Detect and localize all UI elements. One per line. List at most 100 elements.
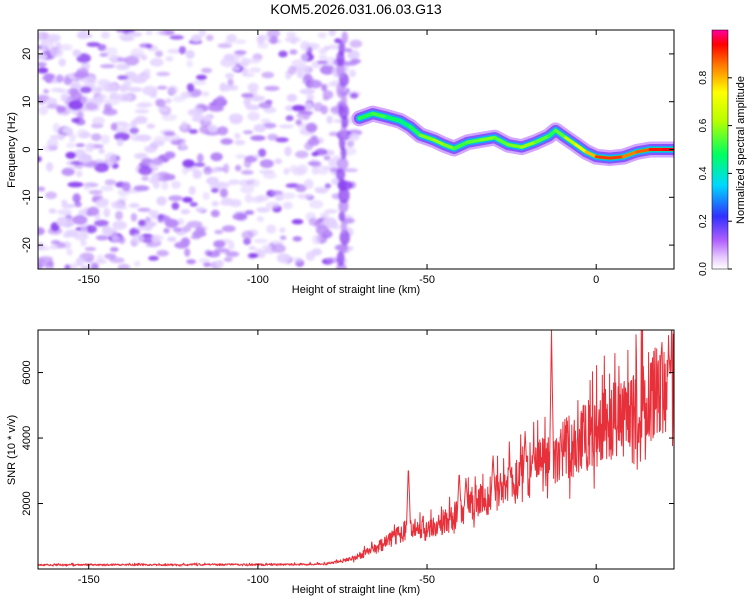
- noise-blob: [76, 53, 91, 64]
- noise-blob: [219, 199, 235, 206]
- colorbar-tick-label: 0.0: [698, 262, 709, 276]
- signal-track-segment: [384, 115, 402, 123]
- spectrogram-panel: -150 -100 -50 0 20 10 0 -10 -20 Height of strai…: [6, 29, 675, 296]
- noise-blob: [178, 46, 187, 55]
- noise-blob: [206, 176, 219, 185]
- noise-blob: [60, 43, 73, 51]
- noise-blob: [256, 207, 271, 213]
- noise-blob: [115, 63, 130, 71]
- signal-track-segment: [574, 143, 588, 154]
- noise-blob: [56, 216, 68, 227]
- noise-blob: [340, 123, 348, 142]
- noise-blob: [64, 264, 71, 269]
- noise-blob: [327, 44, 341, 50]
- noise-blob: [117, 34, 134, 39]
- noise-blob: [250, 135, 266, 141]
- noise-blob: [132, 233, 144, 244]
- noise-blob: [280, 235, 287, 240]
- noise-blob: [69, 165, 77, 170]
- noise-blob: [284, 105, 295, 112]
- x-tick-label: 0: [593, 274, 599, 286]
- noise-blob: [265, 201, 281, 209]
- noise-blob: [92, 116, 105, 125]
- noise-blob: [296, 193, 313, 200]
- noise-blob: [234, 139, 246, 146]
- noise-blob: [196, 153, 204, 163]
- noise-blob: [219, 82, 227, 92]
- noise-blob: [133, 185, 150, 192]
- noise-blob: [192, 80, 207, 86]
- signal-track-segment: [371, 112, 388, 119]
- noise-blob: [223, 257, 233, 262]
- noise-blob: [276, 253, 291, 264]
- noise-blob: [261, 71, 275, 79]
- noise-blob: [195, 226, 206, 234]
- noise-blob: [336, 157, 349, 170]
- noise-blob: [240, 186, 255, 194]
- noise-blob: [213, 240, 226, 248]
- noise-blob: [146, 123, 156, 129]
- noise-blob: [38, 53, 48, 60]
- noise-blob: [318, 55, 328, 60]
- noise-blob: [85, 142, 95, 153]
- noise-blob: [308, 79, 323, 89]
- noise-blob: [161, 113, 178, 121]
- noise-blob: [323, 45, 331, 51]
- noise-blob: [314, 186, 330, 192]
- noise-blob: [202, 91, 210, 97]
- colorbar-label: Normalized spectral amplitude: [735, 76, 747, 224]
- noise-blob: [90, 262, 99, 269]
- noise-blob: [299, 88, 316, 95]
- noise-blob: [311, 167, 320, 175]
- noise-blob: [116, 57, 128, 62]
- noise-blob: [235, 154, 247, 160]
- noise-blob: [227, 78, 234, 87]
- noise-blob: [295, 150, 309, 159]
- noise-blob: [137, 207, 151, 212]
- noise-blob: [167, 48, 181, 54]
- noise-blob: [161, 180, 169, 191]
- noise-blob: [247, 252, 257, 259]
- y-tick-label: 6000: [21, 360, 33, 384]
- noise-blob: [172, 227, 183, 232]
- noise-blob: [234, 132, 241, 140]
- y-tick-label: -20: [21, 237, 33, 253]
- x-tick-label: -100: [247, 274, 269, 286]
- noise-blob: [266, 224, 277, 234]
- noise-blob: [241, 93, 254, 98]
- signal-track-segment: [520, 140, 537, 149]
- noise-blob: [210, 209, 220, 218]
- noise-blob: [57, 208, 72, 216]
- noise-blob: [96, 254, 104, 263]
- noise-blob: [338, 211, 346, 222]
- noise-blob: [317, 60, 328, 65]
- noise-blob: [128, 203, 140, 208]
- signal-track-segment: [621, 150, 639, 159]
- noise-blob: [285, 115, 294, 122]
- noise-blob: [38, 67, 49, 74]
- noise-blob: [241, 230, 254, 240]
- signal-track-segment: [584, 150, 598, 159]
- noise-blob: [338, 40, 346, 56]
- noise-blob: [191, 34, 202, 42]
- signal-track-segment: [594, 155, 612, 160]
- noise-blob: [291, 104, 306, 112]
- signal-track-segment: [408, 125, 422, 137]
- noise-blob: [38, 32, 50, 40]
- noise-blob: [322, 96, 330, 101]
- signal-track-segment: [564, 136, 578, 147]
- noise-blob: [45, 97, 58, 106]
- noise-blob: [189, 202, 198, 207]
- signal-track-segment: [493, 136, 510, 147]
- noise-blob: [313, 102, 324, 112]
- noise-blob: [151, 236, 160, 242]
- noise-blob: [186, 259, 197, 265]
- noise-blob: [63, 77, 73, 86]
- noise-blob: [344, 48, 353, 53]
- noise-blob: [138, 219, 146, 227]
- noise-blob: [144, 145, 157, 153]
- noise-blob: [110, 122, 118, 131]
- signal-track-segment: [357, 112, 375, 120]
- noise-blob: [38, 262, 43, 269]
- noise-blob: [38, 105, 49, 116]
